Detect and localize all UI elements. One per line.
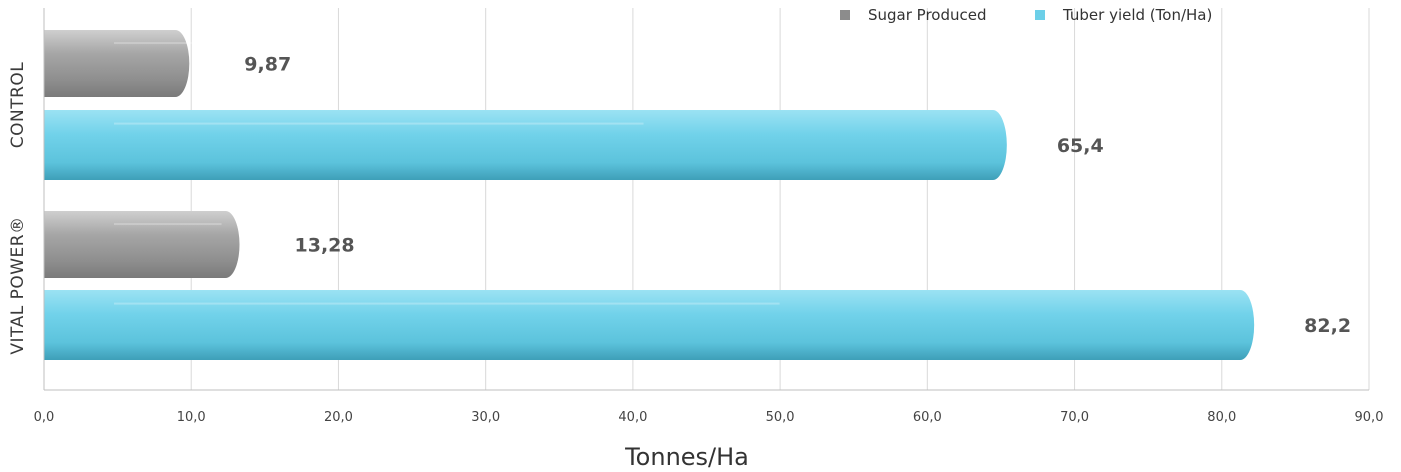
x-tick-label: 30,0 [471, 410, 500, 425]
data-label: 65,4 [1057, 135, 1104, 157]
x-axis-title: Tonnes/Ha [624, 443, 749, 471]
category-label: CONTROL [8, 62, 28, 149]
sugar-bar [44, 211, 240, 278]
x-tick-label: 40,0 [618, 410, 647, 425]
category-axis: CONTROL VITAL POWER® [8, 62, 28, 355]
bar-sheen [114, 223, 222, 226]
legend: Sugar Produced Tuber yield (Ton/Ha) [840, 6, 1212, 24]
x-axis: 0,0 10,0 20,0 30,0 40,0 50,0 60,0 70,0 80,0 90,0 [34, 8, 1384, 425]
x-tick-label: 70,0 [1060, 410, 1089, 425]
x-tick-label: 20,0 [324, 410, 353, 425]
x-tick-label: 60,0 [913, 410, 942, 425]
x-tick-label: 0,0 [34, 410, 55, 425]
data-label: 9,87 [244, 54, 291, 76]
bar-sheen [114, 302, 780, 305]
x-tick-label: 80,0 [1207, 410, 1236, 425]
data-label: 13,28 [295, 235, 355, 257]
x-tick-label: 90,0 [1355, 410, 1384, 425]
bar-sheen [114, 42, 194, 45]
tuber-bar [44, 110, 1007, 180]
x-tick-label: 50,0 [766, 410, 795, 425]
bars [44, 30, 1255, 360]
data-labels: 9,87 65,4 13,28 82,2 [244, 54, 1351, 338]
legend-swatch [840, 10, 850, 20]
tuber-bar [44, 290, 1255, 360]
x-tick-label: 10,0 [177, 410, 206, 425]
gridlines [43, 8, 1370, 390]
legend-label: Tuber yield (Ton/Ha) [1062, 6, 1212, 24]
legend-swatch [1035, 10, 1045, 20]
data-label: 82,2 [1304, 315, 1351, 337]
bar-sheen [114, 122, 644, 125]
sugar-bar [44, 30, 190, 97]
category-label: VITAL POWER® [8, 216, 28, 354]
legend-label: Sugar Produced [868, 6, 987, 24]
